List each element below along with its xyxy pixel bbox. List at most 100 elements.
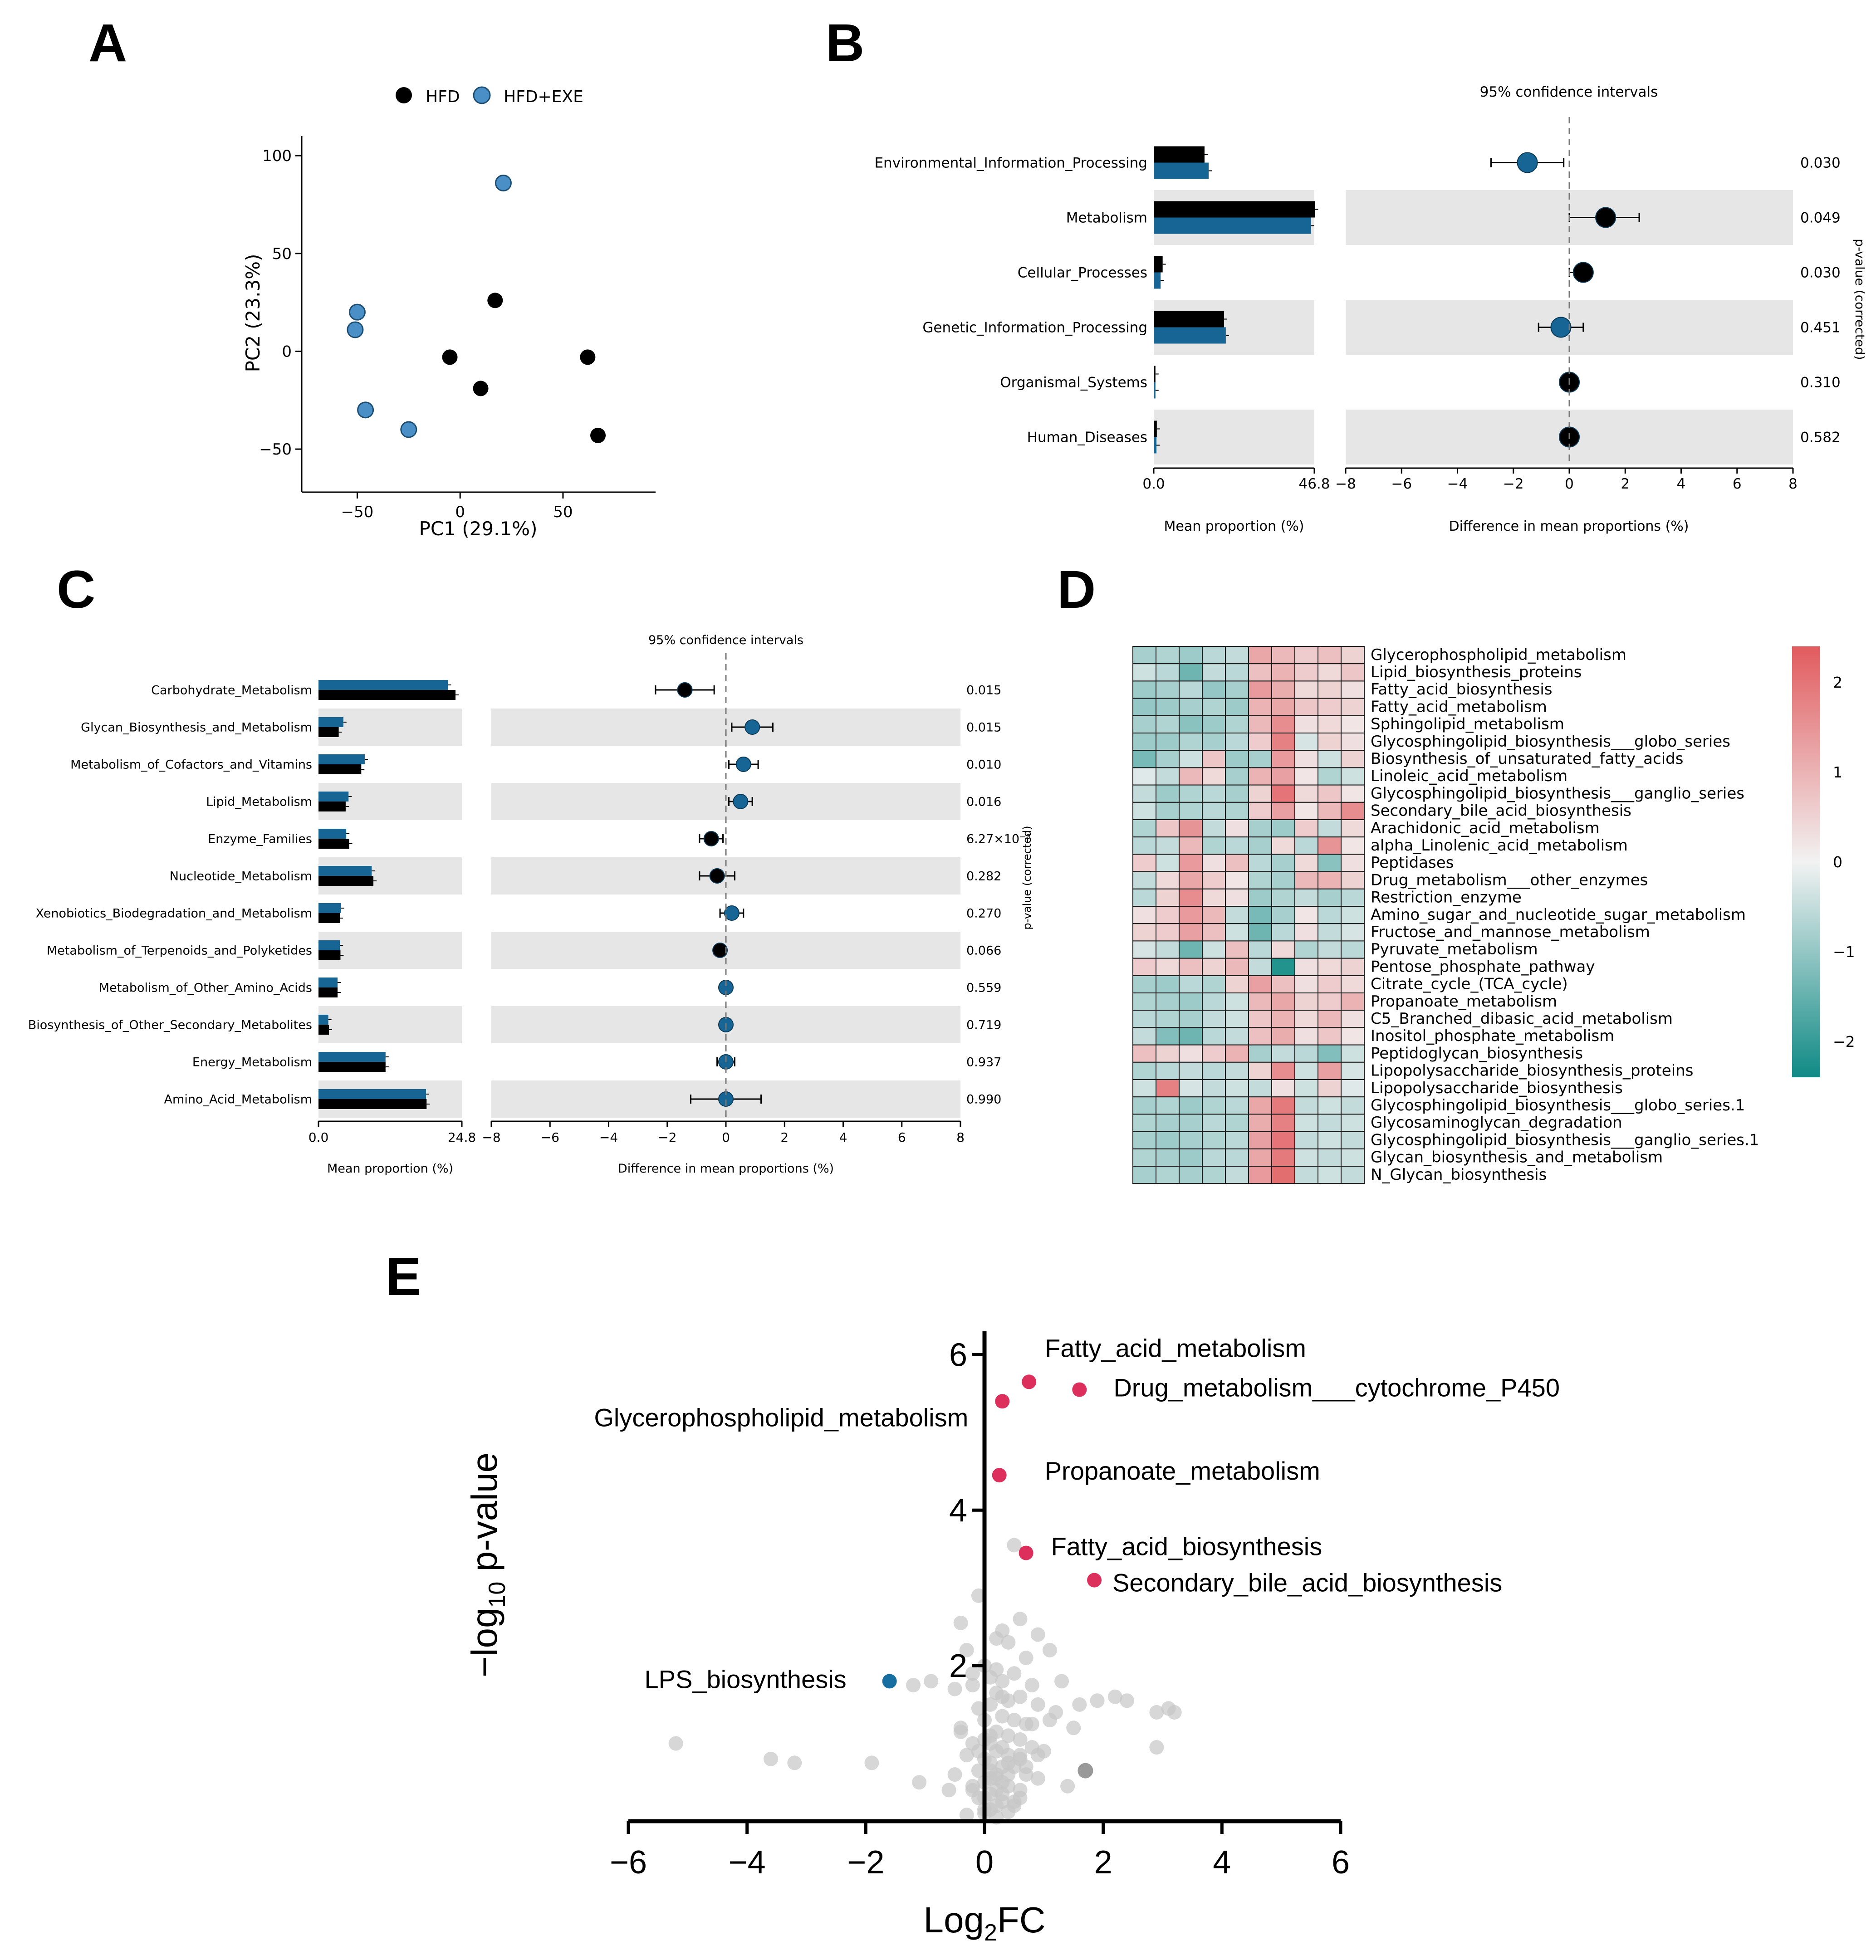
background-point [1007, 1713, 1022, 1728]
background-point-dark [1078, 1763, 1093, 1779]
background-point [995, 1709, 1010, 1724]
background-point [1019, 1651, 1034, 1665]
heatmap-cell [1294, 784, 1318, 803]
heatmap-cell [1225, 1079, 1249, 1098]
heatmap-cell [1341, 1148, 1365, 1167]
diff-x-tick-label: 8 [1788, 476, 1798, 492]
heatmap-cell [1156, 663, 1180, 682]
heatmap-row-label: Amino_sugar_and_nucleotide_sugar_metabol… [1371, 906, 1746, 924]
background-point [971, 1701, 986, 1716]
legend-marker-hfd [396, 87, 412, 103]
heatmap-cell [1294, 871, 1318, 890]
heatmap-cell [1225, 819, 1249, 838]
heatmap-row-label: Lipopolysaccharide_biosynthesis_proteins [1371, 1062, 1693, 1080]
category-label: Energy_Metabolism [192, 1055, 312, 1069]
heatmap-cell [1341, 784, 1365, 803]
heatmap-cell [1294, 1044, 1318, 1063]
background-point [953, 1724, 968, 1739]
heatmap-cell [1294, 940, 1318, 959]
heatmap-cell [1318, 715, 1342, 734]
heatmap-cell [1294, 1010, 1318, 1028]
hfd-point [487, 293, 503, 308]
heatmap-cell [1341, 836, 1365, 855]
category-label: Metabolism_of_Terpenoids_and_Polyketides [47, 943, 312, 958]
heatmap-cell [1132, 906, 1156, 924]
heatmap-cell [1156, 940, 1180, 959]
heatmap-cell [1202, 836, 1226, 855]
heatmap-cell [1156, 871, 1180, 890]
heatmap-cell [1248, 992, 1272, 1011]
background-point [1019, 1760, 1034, 1774]
heatmap-cell [1132, 715, 1156, 734]
legend-marker-hfd-exe [473, 86, 491, 104]
heatmap-cell [1225, 975, 1249, 994]
background-point [1090, 1693, 1105, 1708]
category-label: Cellular_Processes [1018, 264, 1147, 281]
p-value-label: 0.010 [966, 758, 1001, 772]
bar-hfd [1154, 146, 1205, 163]
heatmap-cell [1341, 923, 1365, 942]
heatmap-cell [1248, 733, 1272, 751]
heatmap-cell [1248, 1044, 1272, 1063]
bar-hfd [1154, 201, 1315, 218]
heatmap-cell [1294, 923, 1318, 942]
colorbar-tick-label: 0 [1833, 853, 1842, 871]
heatmap-cell [1156, 750, 1180, 768]
panel-e-x-label-base: Log [923, 1900, 984, 1940]
heatmap-cell [1156, 836, 1180, 855]
bar-hfd [318, 876, 374, 886]
heatmap-cell [1341, 888, 1365, 907]
heatmap-cell [1294, 646, 1318, 665]
heatmap-cell [1318, 923, 1342, 942]
heatmap-cell [1294, 958, 1318, 976]
heatmap-cell [1179, 1061, 1203, 1080]
heatmap-cell [1318, 906, 1342, 924]
bar-hfd-exe [318, 940, 340, 950]
heatmap-cell [1225, 698, 1249, 716]
heatmap-cell [1179, 784, 1203, 803]
heatmap-row-label: Inositol_phosphate_metabolism [1371, 1027, 1614, 1045]
heatmap-cell [1202, 1114, 1226, 1132]
diff-x-tick-label: 4 [839, 1130, 847, 1145]
heatmap-cell [1225, 1148, 1249, 1167]
heatmap-cell [1179, 819, 1203, 838]
heatmap-cell [1156, 819, 1180, 838]
p-value-label: 0.559 [966, 981, 1001, 995]
heatmap-cell [1202, 767, 1226, 786]
panel-a-y-tick-label: 50 [272, 245, 292, 263]
heatmap-cell [1132, 888, 1156, 907]
bar-hfd [318, 802, 346, 811]
heatmap-cell [1202, 854, 1226, 872]
heatmap-cell [1271, 1131, 1295, 1149]
heatmap-cell [1156, 1061, 1180, 1080]
volcano-point-label: Fatty_acid_metabolism [1045, 1334, 1306, 1362]
heatmap-cell [1132, 1131, 1156, 1149]
heatmap-row-label: N_Glycan_biosynthesis [1371, 1166, 1547, 1184]
heatmap-cell [1271, 646, 1295, 665]
heatmap-cell [1225, 1044, 1249, 1063]
heatmap-cell [1156, 698, 1180, 716]
heatmap-cell [1179, 854, 1203, 872]
background-point [906, 1678, 921, 1692]
p-value-label: 0.015 [966, 720, 1001, 734]
p-value-label: 0.310 [1800, 374, 1841, 391]
bar-hfd-exe [318, 680, 448, 690]
diff-x-tick-label: −8 [1335, 476, 1356, 492]
heatmap-cell [1248, 750, 1272, 768]
heatmap-cell [1132, 819, 1156, 838]
heatmap-cell [1179, 680, 1203, 699]
heatmap-row-label: Glycosphingolipid_biosynthesis___ganglio… [1371, 784, 1744, 802]
heatmap-cell [1318, 1166, 1342, 1184]
panel-c-pvalues: 0.015 0.015 0.010 0.016 6.27×10⁻³ 0.282 0.270 0… [966, 683, 1031, 1106]
p-value-label: 0.451 [1800, 319, 1841, 336]
category-label: Organismal_Systems [1000, 374, 1147, 391]
panel-e-y-tick-label: 6 [949, 1337, 967, 1373]
heatmap-row-label: Peptidases [1371, 854, 1454, 872]
colorbar-tick-label: −1 [1833, 943, 1855, 961]
panel-b-bars [1154, 146, 1318, 454]
heatmap-cell [1294, 1166, 1318, 1184]
background-point [995, 1787, 1010, 1801]
panel-a-y-tick-label: −50 [259, 440, 292, 459]
panel-a-x-tick-label: −50 [341, 503, 374, 521]
panel-e-x-tick-label: 6 [1332, 1844, 1350, 1881]
